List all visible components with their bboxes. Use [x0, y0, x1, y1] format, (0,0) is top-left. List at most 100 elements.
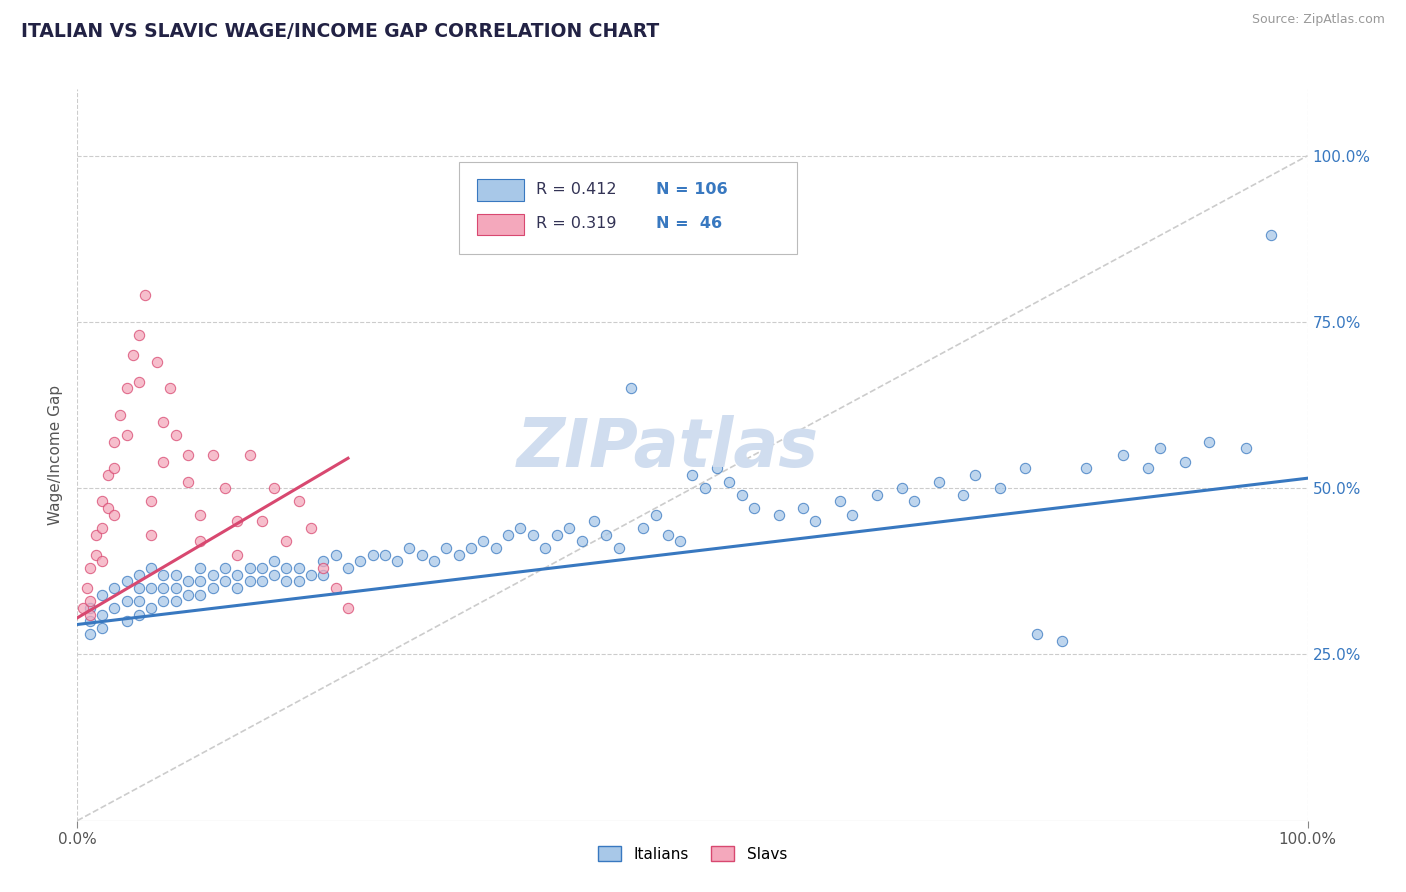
Point: [337, 561, 360, 575]
Point: [485, 541, 508, 555]
Point: [312, 567, 335, 582]
Point: [325, 548, 347, 562]
Point: [159, 381, 181, 395]
Point: [165, 428, 187, 442]
Point: [103, 508, 125, 522]
Point: [534, 541, 557, 555]
Point: [141, 494, 163, 508]
Point: [115, 381, 138, 395]
Point: [288, 561, 311, 575]
Point: [693, 481, 716, 495]
Point: [177, 475, 200, 489]
Point: [349, 554, 371, 568]
Point: [804, 515, 827, 529]
Point: [152, 594, 174, 608]
Point: [152, 581, 174, 595]
Point: [288, 574, 311, 589]
Point: [928, 475, 950, 489]
Point: [188, 588, 212, 602]
Point: [1260, 228, 1282, 243]
Point: [250, 515, 273, 529]
Point: [214, 574, 236, 589]
Point: [276, 534, 298, 549]
Point: [1136, 461, 1159, 475]
Text: ZIPatlas: ZIPatlas: [517, 415, 818, 481]
Point: [226, 567, 249, 582]
Point: [682, 467, 704, 482]
Point: [165, 581, 187, 595]
Point: [1076, 461, 1098, 475]
Point: [250, 561, 273, 575]
Point: [97, 467, 120, 482]
Text: ITALIAN VS SLAVIC WAGE/INCOME GAP CORRELATION CHART: ITALIAN VS SLAVIC WAGE/INCOME GAP CORREL…: [21, 22, 659, 41]
Point: [214, 561, 236, 575]
Point: [312, 561, 335, 575]
Point: [1050, 634, 1073, 648]
Point: [607, 541, 630, 555]
Point: [115, 614, 138, 628]
Point: [177, 448, 200, 462]
Point: [188, 534, 212, 549]
Point: [657, 527, 679, 541]
Point: [226, 515, 249, 529]
Bar: [477, 179, 524, 201]
Point: [115, 574, 138, 589]
Y-axis label: Wage/Income Gap: Wage/Income Gap: [48, 384, 63, 525]
Point: [1014, 461, 1036, 475]
Point: [250, 574, 273, 589]
Point: [84, 527, 107, 541]
Point: [472, 534, 495, 549]
Point: [146, 355, 169, 369]
Point: [571, 534, 593, 549]
Point: [110, 408, 132, 422]
Point: [1112, 448, 1135, 462]
Point: [103, 600, 125, 615]
Point: [263, 567, 285, 582]
Point: [263, 554, 285, 568]
Point: [288, 494, 311, 508]
Point: [90, 621, 114, 635]
Point: [706, 461, 728, 475]
Point: [79, 614, 101, 628]
Point: [239, 574, 262, 589]
Point: [79, 627, 101, 641]
Point: [988, 481, 1011, 495]
Point: [128, 594, 150, 608]
Point: [509, 521, 531, 535]
Point: [952, 488, 974, 502]
Legend: Italians, Slavs: Italians, Slavs: [592, 839, 793, 868]
Point: [90, 521, 114, 535]
Point: [361, 548, 384, 562]
Point: [226, 548, 249, 562]
Point: [239, 448, 262, 462]
Point: [742, 501, 765, 516]
Point: [522, 527, 544, 541]
Point: [595, 527, 617, 541]
Point: [84, 548, 107, 562]
Point: [134, 288, 156, 302]
Point: [152, 415, 174, 429]
Point: [188, 508, 212, 522]
Text: N = 106: N = 106: [655, 182, 727, 197]
Point: [128, 581, 150, 595]
Point: [669, 534, 692, 549]
Point: [620, 381, 643, 395]
Point: [177, 574, 200, 589]
Point: [188, 561, 212, 575]
Point: [325, 581, 347, 595]
Point: [546, 527, 568, 541]
Text: N =  46: N = 46: [655, 216, 721, 231]
Point: [239, 561, 262, 575]
Point: [103, 581, 125, 595]
Point: [890, 481, 912, 495]
Point: [1198, 434, 1220, 449]
Point: [90, 554, 114, 568]
Point: [79, 600, 101, 615]
Point: [76, 581, 98, 595]
Point: [141, 561, 163, 575]
Point: [115, 428, 138, 442]
Point: [583, 515, 606, 529]
Point: [299, 521, 322, 535]
Text: Source: ZipAtlas.com: Source: ZipAtlas.com: [1251, 13, 1385, 27]
Point: [1234, 442, 1257, 456]
